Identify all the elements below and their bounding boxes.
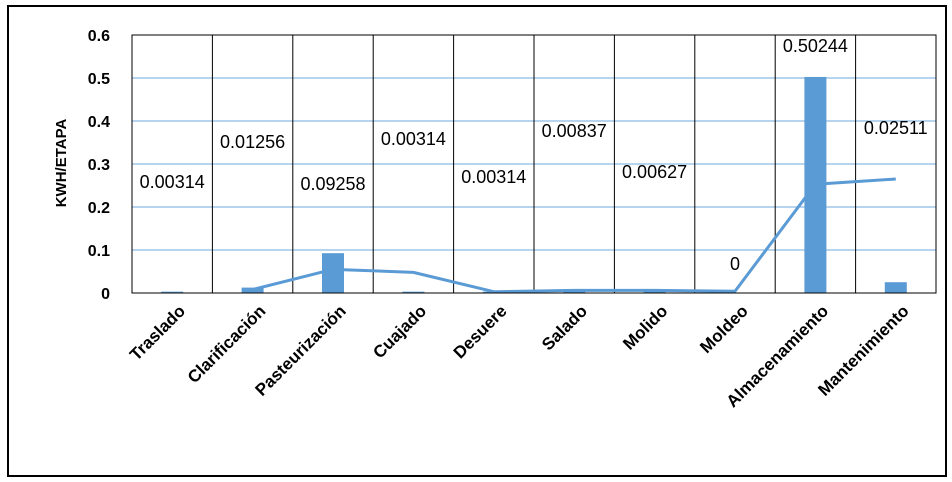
- bar: [161, 291, 184, 293]
- y-tick-label: 0.1: [88, 243, 110, 260]
- data-label: 0.00314: [461, 167, 526, 187]
- y-tick-label: 0.3: [88, 157, 110, 174]
- data-labels: 0.00314 0.01256 0.09258 0.00314 0.00314 0.008…: [140, 36, 928, 274]
- bar: [402, 291, 425, 293]
- plot-area-border: [131, 34, 937, 294]
- y-axis-ticks: 0 0.1 0.2 0.3 0.4 0.5 0.6: [88, 28, 110, 303]
- data-label: 0.02511: [864, 118, 928, 138]
- bar: [322, 253, 344, 293]
- data-label: 0: [730, 254, 740, 274]
- data-label: 0.00314: [140, 172, 205, 192]
- y-tick-label: 0.6: [88, 28, 110, 45]
- y-tick-label: 0.5: [88, 71, 110, 88]
- series-line: [252, 177, 896, 294]
- data-label: 0.01256: [220, 132, 285, 152]
- y-tick-label: 0.4: [88, 114, 110, 131]
- data-label: 0.09258: [300, 174, 365, 194]
- y-tick-label: 0: [101, 286, 110, 303]
- data-label: 0.00314: [381, 129, 446, 149]
- y-tick-label: 0.2: [88, 200, 110, 217]
- category-dividers: [211, 35, 857, 293]
- data-label: 0.00627: [622, 162, 687, 182]
- line-series: [252, 177, 896, 294]
- bar: [241, 287, 264, 293]
- data-label: 0.00837: [542, 121, 607, 141]
- data-label: 0.50244: [783, 36, 848, 56]
- chart-frame: [7, 5, 947, 477]
- bar: [884, 282, 907, 293]
- y-axis-label: KWH/ETAPA: [53, 119, 70, 208]
